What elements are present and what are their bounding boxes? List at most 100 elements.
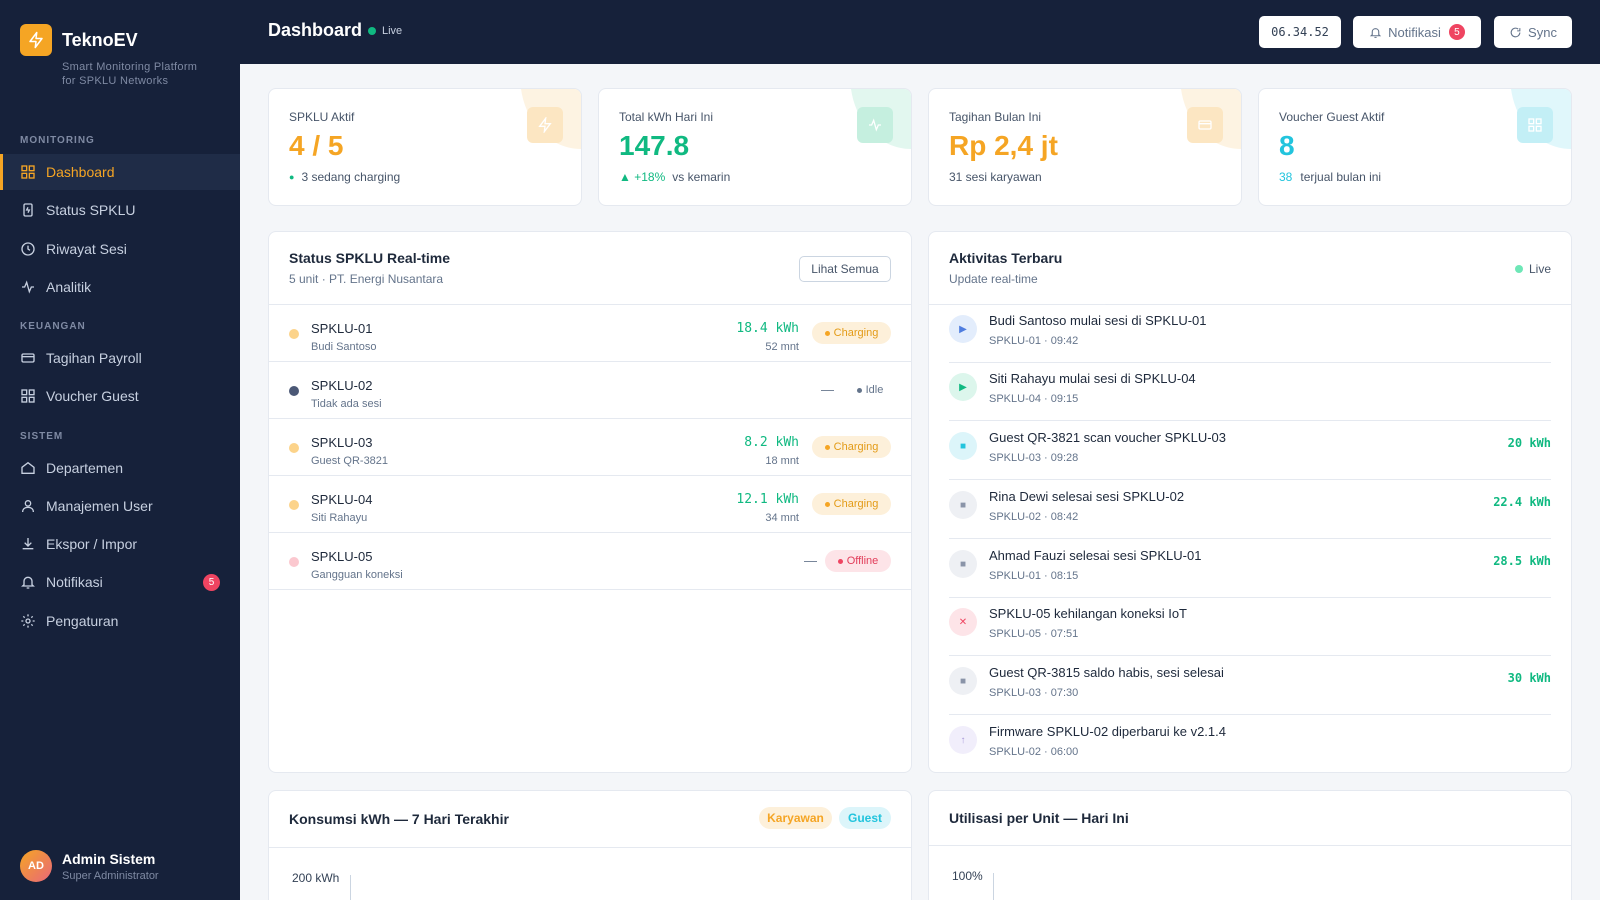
spklu-user: Tidak ada sesi: [311, 398, 382, 410]
stop-icon: ■: [949, 550, 977, 578]
view-all-label: Lihat Semua: [811, 262, 879, 276]
sidebar-item-tagihan-payroll[interactable]: Tagihan Payroll: [0, 340, 240, 376]
activity-text: Siti Rahayu mulai sesi di SPKLU-04: [989, 371, 1196, 386]
brand-subtitle-line2: for SPKLU Networks: [62, 75, 169, 87]
legend-label: Karyawan: [767, 811, 824, 825]
stat-value: 8: [1279, 130, 1295, 161]
status-badge: Charging: [812, 493, 891, 515]
spklu-kwh: 18.4 kWh: [736, 321, 799, 336]
table-row[interactable]: SPKLU-04 Siti Rahayu 12.1 kWh 34 mnt Cha…: [269, 476, 911, 533]
status-label: Charging: [833, 498, 879, 510]
list-item[interactable]: ▶ Budi Santoso mulai sesi di SPKLU-01 SP…: [949, 305, 1551, 363]
user-profile[interactable]: AD Admin Sistem Super Administrator: [20, 850, 159, 882]
spklu-kwh: 8.2 kWh: [744, 435, 799, 450]
status-label: Offline: [846, 555, 879, 567]
qr-icon: [21, 389, 35, 403]
status-dot-icon: ●: [289, 172, 295, 182]
lightning-icon: [527, 107, 563, 143]
stat-sub-label: 31 sesi karyawan: [949, 170, 1042, 184]
user-name: Admin Sistem: [62, 850, 156, 867]
sidebar-item-pengaturan[interactable]: Pengaturan: [0, 603, 240, 639]
activity-text: Ahmad Fauzi selesai sesi SPKLU-01: [989, 548, 1202, 563]
panel-title: Konsumsi kWh — 7 Hari Terakhir: [289, 811, 509, 827]
activity-icon: [857, 107, 893, 143]
stat-value: 147.8: [619, 130, 690, 161]
spklu-user: Guest QR-3821: [311, 455, 389, 467]
table-row[interactable]: SPKLU-02 Tidak ada sesi — Idle: [269, 362, 911, 419]
notifications-button[interactable]: Notifikasi 5: [1353, 16, 1481, 48]
play-icon: ▶: [949, 373, 977, 401]
legend-karyawan[interactable]: Karyawan: [759, 807, 832, 829]
sidebar-item-analitik[interactable]: Analitik: [0, 269, 240, 305]
list-item[interactable]: ▶ Siti Rahayu mulai sesi di SPKLU-04 SPK…: [949, 363, 1551, 421]
panel-divider: [269, 847, 911, 848]
sidebar-item-dashboard[interactable]: Dashboard: [0, 154, 240, 190]
legend-guest[interactable]: Guest: [839, 807, 891, 829]
brand-subtitle: Smart Monitoring Platform for SPKLU Netw…: [62, 60, 197, 88]
stat-sub-label: terjual bulan ini: [1300, 170, 1382, 184]
spklu-name: SPKLU-04: [311, 492, 373, 507]
spklu-user: Siti Rahayu: [311, 512, 368, 524]
sidebar: TeknoEV Smart Monitoring Platform for SP…: [0, 0, 240, 900]
activity-kwh: 20 kWh: [1507, 436, 1551, 450]
stat-subtext: ▲ +18% vs kemarin: [619, 170, 730, 184]
sidebar-item-voucher-guest[interactable]: Voucher Guest: [0, 378, 240, 414]
sidebar-item-label: Manajemen User: [46, 498, 153, 514]
activity-text: SPKLU-05 kehilangan koneksi IoT: [989, 606, 1188, 621]
sidebar-item-label: Voucher Guest: [46, 388, 139, 404]
lightning-icon: [20, 24, 52, 56]
charger-icon: [23, 203, 33, 217]
sidebar-item-status-spklu[interactable]: Status SPKLU: [0, 192, 240, 228]
stat-sub-label: vs kemarin: [672, 170, 731, 184]
sidebar-item-notifikasi[interactable]: Notifikasi 5: [0, 564, 240, 600]
status-label: Idle: [865, 384, 884, 396]
sidebar-item-label: Status SPKLU: [46, 202, 136, 218]
list-item[interactable]: ■ Rina Dewi selesai sesi SPKLU-02 SPKLU-…: [949, 481, 1551, 539]
live-dot-icon: [368, 27, 376, 35]
sidebar-item-label: Notifikasi: [46, 574, 103, 590]
stat-label: Tagihan Bulan Ini: [949, 110, 1042, 124]
upload-icon: ↑: [949, 726, 977, 754]
table-row[interactable]: SPKLU-01 Budi Santoso 18.4 kWh 52 mnt Ch…: [269, 305, 911, 362]
stat-sub-label: 3 sedang charging: [301, 170, 401, 184]
list-item[interactable]: ■ Guest QR-3821 scan voucher SPKLU-03 SP…: [949, 422, 1551, 480]
status-dot-icon: [824, 330, 830, 336]
status-label: Charging: [833, 327, 879, 339]
sidebar-item-ekspor-impor[interactable]: Ekspor / Impor: [0, 526, 240, 562]
list-item[interactable]: ■ Guest QR-3815 saldo habis, sesi selesa…: [949, 657, 1551, 715]
activity-icon: [22, 280, 34, 294]
status-dot-icon: [856, 387, 862, 393]
y-axis-top-label: 200 kWh: [292, 871, 340, 885]
activity-text: Firmware SPKLU-02 diperbarui ke v2.1.4: [989, 724, 1226, 739]
status-badge: Charging: [812, 436, 891, 458]
legend-label: Guest: [847, 811, 882, 825]
notifications-count-badge: 5: [1448, 24, 1465, 40]
view-all-button[interactable]: Lihat Semua: [799, 256, 891, 282]
sync-button[interactable]: Sync: [1494, 16, 1572, 48]
list-item[interactable]: ↑ Firmware SPKLU-02 diperbarui ke v2.1.4…: [949, 716, 1551, 772]
sidebar-item-riwayat-sesi[interactable]: Riwayat Sesi: [0, 231, 240, 267]
section-monitoring: MONITORING: [20, 135, 95, 146]
status-badge: Idle: [849, 379, 891, 401]
spklu-duration: 52 mnt: [765, 341, 799, 353]
live-indicator: Live: [1514, 262, 1551, 276]
sidebar-item-manajemen-user[interactable]: Manajemen User: [0, 488, 240, 524]
user-icon: [22, 500, 34, 513]
trend-up-text: ▲ +18%: [619, 170, 666, 184]
y-axis-line: [993, 873, 994, 900]
table-row[interactable]: SPKLU-03 Guest QR-3821 8.2 kWh 18 mnt Ch…: [269, 419, 911, 476]
home-icon: [21, 461, 35, 474]
status-dot-icon: [837, 558, 843, 564]
card-icon: [21, 353, 35, 363]
activity-text: Budi Santoso mulai sesi di SPKLU-01: [989, 313, 1207, 328]
activity-text: Guest QR-3815 saldo habis, sesi selesai: [989, 665, 1224, 680]
table-row[interactable]: SPKLU-05 Gangguan koneksi — Offline: [269, 533, 911, 590]
sidebar-item-departemen[interactable]: Departemen: [0, 450, 240, 486]
live-dot-icon: [1514, 265, 1523, 273]
sidebar-item-label: Pengaturan: [46, 613, 119, 629]
list-item[interactable]: ✕ SPKLU-05 kehilangan koneksi IoT SPKLU-…: [949, 598, 1551, 656]
error-icon: ✕: [949, 608, 977, 636]
list-item[interactable]: ■ Ahmad Fauzi selesai sesi SPKLU-01 SPKL…: [949, 540, 1551, 598]
brand[interactable]: TeknoEV: [20, 24, 138, 56]
status-badge: Offline: [825, 550, 891, 572]
